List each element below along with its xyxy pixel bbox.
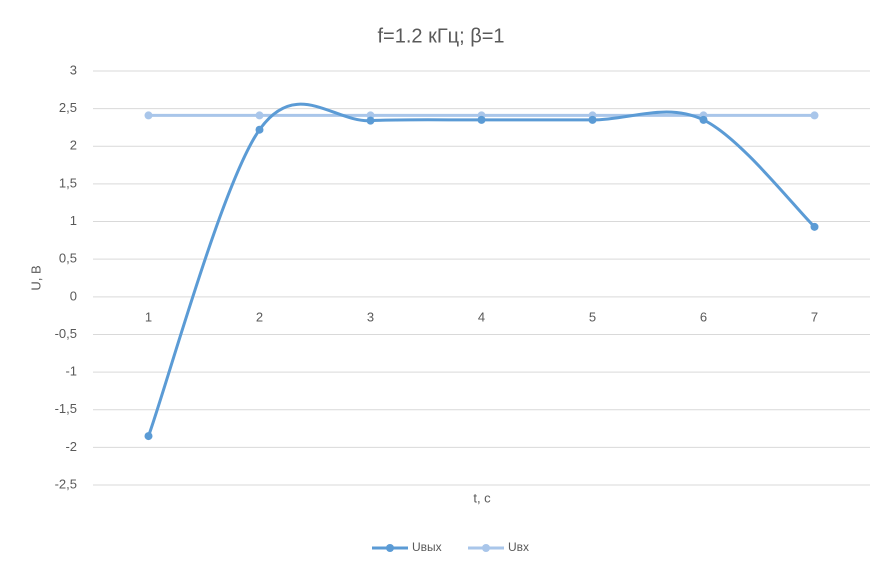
chart-title: f=1.2 кГц; β=1 bbox=[377, 25, 504, 47]
x-tick-label: 2 bbox=[256, 309, 263, 324]
y-tick-label: -2 bbox=[65, 439, 77, 454]
point-marker bbox=[144, 432, 153, 441]
x-tick-label: 7 bbox=[811, 309, 818, 324]
x-tick-label: 4 bbox=[478, 309, 485, 324]
y-tick-label: 0 bbox=[70, 288, 77, 303]
y-tick-label: -1,5 bbox=[55, 401, 77, 416]
y-axis-title: U, В bbox=[28, 265, 43, 290]
legend-marker bbox=[386, 544, 394, 552]
y-tick-label: 0,5 bbox=[59, 251, 77, 266]
x-tick-label: 3 bbox=[367, 309, 374, 324]
legend-label: Uвых bbox=[412, 540, 442, 554]
y-tick-label: -2,5 bbox=[55, 476, 77, 491]
point-marker bbox=[810, 111, 819, 120]
y-tick-label: -0,5 bbox=[55, 326, 77, 341]
x-tick-label: 1 bbox=[145, 309, 152, 324]
point-marker bbox=[144, 111, 153, 120]
legend-marker bbox=[482, 544, 490, 552]
legend-label: Uвх bbox=[508, 540, 529, 554]
point-marker bbox=[255, 125, 264, 134]
y-tick-label: -1 bbox=[65, 364, 77, 379]
y-tick-label: 2,5 bbox=[59, 100, 77, 115]
x-tick-label: 6 bbox=[700, 309, 707, 324]
point-marker bbox=[366, 116, 375, 125]
point-marker bbox=[477, 115, 486, 124]
point-marker bbox=[810, 222, 819, 231]
x-tick-label: 5 bbox=[589, 309, 596, 324]
point-marker bbox=[588, 115, 597, 124]
point-marker bbox=[255, 111, 264, 120]
y-tick-label: 3 bbox=[70, 62, 77, 77]
y-tick-label: 1,5 bbox=[59, 175, 77, 190]
y-tick-label: 2 bbox=[70, 138, 77, 153]
x-axis-title: t, с bbox=[473, 490, 491, 505]
point-marker bbox=[699, 115, 708, 124]
y-tick-label: 1 bbox=[70, 213, 77, 228]
